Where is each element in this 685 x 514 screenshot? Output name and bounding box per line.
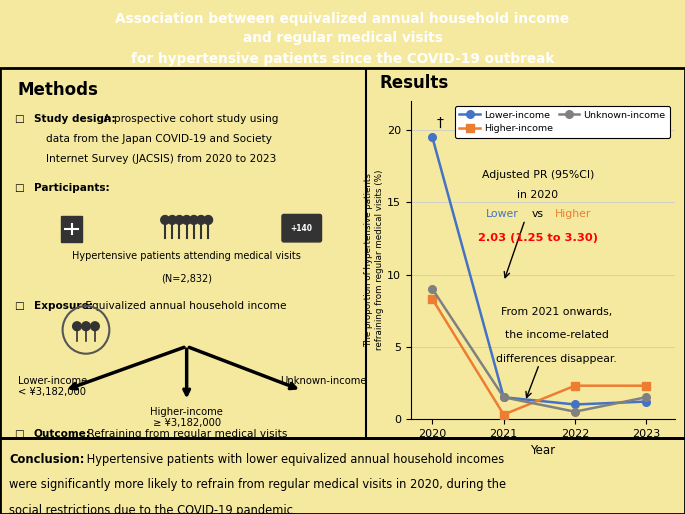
Text: and regular medical visits: and regular medical visits [242,31,443,45]
Legend: Lower-income, Higher-income, Unknown-income: Lower-income, Higher-income, Unknown-inc… [455,106,670,138]
Text: for hypertensive patients since the COVID-19 outbreak: for hypertensive patients since the COVI… [131,52,554,66]
Text: Participants:: Participants: [34,183,110,193]
Circle shape [175,215,184,224]
Circle shape [197,215,205,224]
Unknown-income [428,286,436,292]
Text: Hypertensive patients with lower equivalized annual household incomes: Hypertensive patients with lower equival… [83,453,504,466]
Higher-income [499,412,508,418]
Text: □: □ [14,114,24,124]
Text: Hypertensive patients attending medical visits: Hypertensive patients attending medical … [72,251,301,261]
Text: □: □ [14,429,24,439]
Higher-income [571,382,579,389]
Lower-income [642,398,650,405]
Text: Higher-income
≥ ¥3,182,000: Higher-income ≥ ¥3,182,000 [150,407,223,429]
Text: were significantly more likely to refrain from regular medical visits in 2020, d: were significantly more likely to refrai… [9,478,506,491]
Circle shape [190,215,198,224]
Text: Lower-income
< ¥3,182,000: Lower-income < ¥3,182,000 [18,376,87,397]
Higher-income [428,296,436,302]
Text: Internet Survey (JACSIS) from 2020 to 2023: Internet Survey (JACSIS) from 2020 to 20… [47,154,277,164]
Text: From 2021 onwards,: From 2021 onwards, [501,307,612,317]
Text: A prospective cohort study using: A prospective cohort study using [100,114,279,124]
Text: Conclusion:: Conclusion: [9,453,84,466]
Text: 2.03 (1.25 to 3.30): 2.03 (1.25 to 3.30) [477,233,598,243]
Text: Results: Results [379,74,448,92]
Unknown-income [571,409,579,415]
Text: □: □ [14,301,24,310]
Text: †: † [436,116,443,130]
Text: differences disappear.: differences disappear. [496,354,617,364]
Lower-income [428,134,436,140]
Lower-income [499,394,508,400]
Circle shape [168,215,177,224]
Text: the income-related: the income-related [505,331,608,340]
Circle shape [182,215,191,224]
Unknown-income [642,394,650,400]
FancyBboxPatch shape [282,214,321,242]
Text: Refraining from regular medical visits: Refraining from regular medical visits [84,429,288,439]
Unknown-income [499,394,508,400]
Circle shape [73,322,82,331]
Text: Lower: Lower [486,210,519,219]
Circle shape [82,322,90,331]
Lower-income [571,401,579,408]
Text: data from the Japan COVID-19 and Society: data from the Japan COVID-19 and Society [47,134,273,144]
Line: Unknown-income: Unknown-income [429,285,650,415]
Y-axis label: The proportion of hypertensive patients
refraining from regular medical visits (: The proportion of hypertensive patients … [364,170,384,351]
Text: Methods: Methods [18,81,99,99]
Text: □: □ [14,183,24,193]
Text: Adjusted PR (95%CI): Adjusted PR (95%CI) [482,170,594,179]
Text: Association between equivalized annual household income: Association between equivalized annual h… [116,12,569,26]
Text: social restrictions due to the COVID-19 pandemic.: social restrictions due to the COVID-19 … [9,504,297,514]
Text: in 2020: in 2020 [517,190,558,199]
Text: Higher: Higher [555,210,592,219]
Text: vs: vs [532,210,544,219]
Text: Equivalized annual household income: Equivalized annual household income [82,301,287,310]
X-axis label: Year: Year [530,444,556,457]
Line: Higher-income: Higher-income [429,295,650,418]
Circle shape [161,215,169,224]
Text: Study design:: Study design: [34,114,116,124]
Bar [61,216,82,242]
Higher-income [642,382,650,389]
Circle shape [90,322,99,331]
Line: Lower-income: Lower-income [429,134,650,408]
Text: Unknown-income: Unknown-income [280,376,366,386]
Text: (N=2,832): (N=2,832) [161,273,212,283]
Text: Exposure:: Exposure: [34,301,93,310]
Circle shape [204,215,212,224]
Text: +140: +140 [290,224,313,232]
Text: Outcome:: Outcome: [34,429,91,439]
